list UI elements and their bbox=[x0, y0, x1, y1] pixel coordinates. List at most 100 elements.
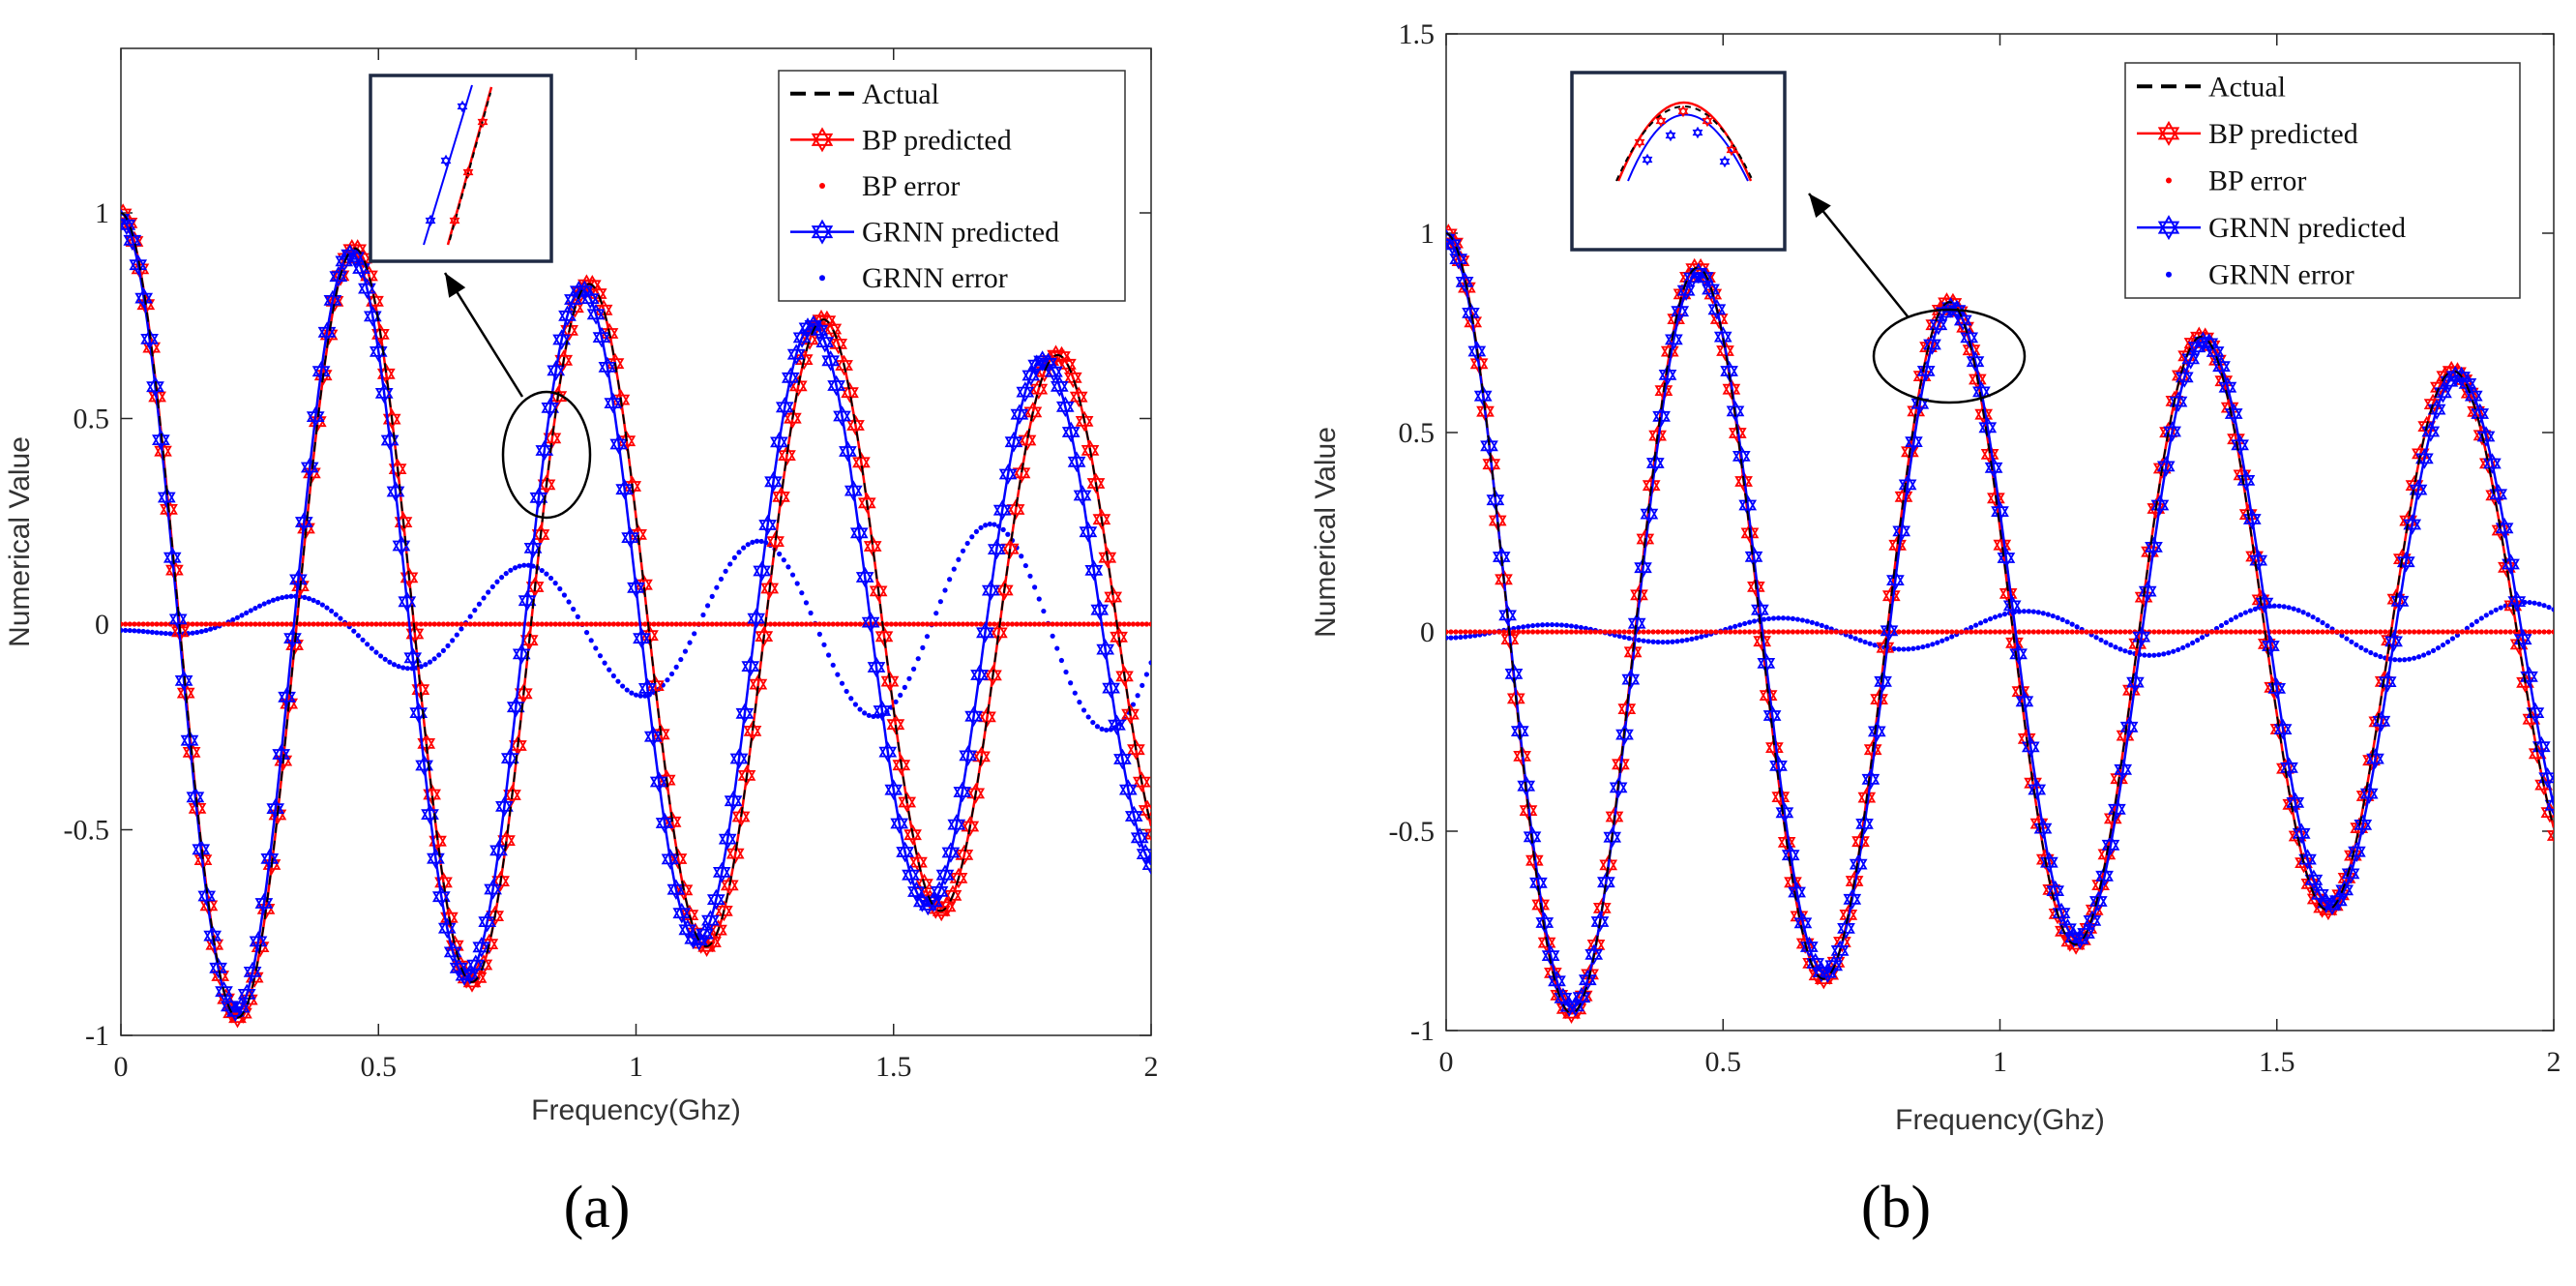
grnn-error-point bbox=[1085, 714, 1091, 720]
bp-error-point bbox=[1944, 629, 1950, 635]
grnn-error-point bbox=[942, 587, 948, 593]
grnn-error-point bbox=[2392, 657, 2398, 663]
bp-error-point bbox=[190, 621, 195, 627]
bp-error-point bbox=[2122, 629, 2128, 635]
grnn-error-point bbox=[1935, 640, 1940, 645]
grnn-error-point bbox=[1742, 620, 1748, 627]
bp-error-point bbox=[1901, 629, 1907, 635]
grnn-predicted-marker bbox=[747, 608, 766, 629]
bp-error-point bbox=[194, 621, 200, 627]
grnn-predicted-marker bbox=[231, 997, 251, 1018]
grnn-predicted-marker bbox=[2212, 355, 2231, 377]
bp-error-point bbox=[1679, 629, 1685, 635]
bp-error-point bbox=[2373, 629, 2379, 635]
bp-error-point bbox=[1549, 629, 1555, 635]
grnn-error-point bbox=[140, 628, 146, 635]
grnn-error-point bbox=[2402, 657, 2408, 663]
bp-error-point bbox=[718, 621, 725, 627]
grnn-error-point bbox=[785, 564, 791, 570]
grnn-error-point bbox=[2026, 609, 2031, 614]
grnn-predicted-marker bbox=[935, 864, 955, 885]
bp-error-point bbox=[2416, 629, 2422, 635]
bp-error-point bbox=[1492, 629, 1497, 635]
grnn-predicted-marker bbox=[2126, 672, 2145, 693]
bp-error-point bbox=[1032, 621, 1038, 627]
bp-error-point bbox=[2180, 629, 2186, 635]
inset-bp-marker bbox=[1634, 135, 1645, 149]
grnn-error-point bbox=[557, 585, 563, 592]
bp-error-point bbox=[1670, 629, 1675, 635]
grnn-predicted-marker bbox=[666, 879, 686, 900]
bp-error-point bbox=[450, 621, 456, 627]
grnn-error-point bbox=[1534, 622, 1541, 628]
grnn-predicted-marker bbox=[902, 864, 920, 885]
bp-error-point bbox=[2329, 629, 2335, 635]
bp-error-point bbox=[185, 621, 192, 627]
bp-error-point bbox=[2166, 629, 2172, 635]
bp-error-point bbox=[244, 621, 250, 627]
legend-bp-star-icon bbox=[2157, 120, 2180, 146]
grnn-predicted-marker bbox=[661, 849, 680, 870]
bp-error-point bbox=[987, 621, 992, 627]
inset-grnn-marker bbox=[1692, 126, 1703, 139]
bp-error-point bbox=[898, 621, 903, 627]
grnn-predicted-marker bbox=[878, 741, 898, 763]
bp-error-point bbox=[1027, 621, 1033, 627]
grnn-error-point bbox=[2291, 606, 2296, 612]
grnn-predicted-line bbox=[121, 218, 1151, 1013]
bp-error-point bbox=[1597, 629, 1603, 635]
grnn-error-point bbox=[2108, 642, 2114, 648]
inset-bp-marker bbox=[477, 115, 489, 129]
bp-error-point bbox=[1915, 629, 1921, 635]
grnn-predicted-marker bbox=[1898, 474, 1917, 495]
chart-panel-b: 0 0.5 1 1.5 2 -1 -0.5 0 0.5 1 1.5 Frequency(Ghz) Num… bbox=[1310, 18, 2561, 1241]
grnn-predicted-marker bbox=[649, 771, 668, 793]
bp-error-point bbox=[445, 621, 451, 627]
grnn-error-point bbox=[700, 612, 706, 618]
bp-error-point bbox=[221, 621, 227, 627]
grnn-predicted-marker bbox=[1874, 671, 1892, 693]
bp-error-point bbox=[673, 621, 679, 627]
grnn-error-point bbox=[1072, 690, 1078, 696]
grnn-error-point bbox=[665, 677, 670, 683]
bp-error-point bbox=[1446, 629, 1449, 635]
bp-error-point bbox=[2502, 629, 2508, 635]
grnn-predicted-marker bbox=[2329, 890, 2348, 912]
grnn-error-point bbox=[467, 613, 473, 619]
grnn-error-point bbox=[2030, 609, 2036, 614]
grnn-error-point bbox=[396, 664, 401, 670]
grnn-predicted-marker bbox=[718, 828, 737, 850]
bp-error-point bbox=[668, 621, 675, 627]
grnn-predicted-marker bbox=[786, 344, 806, 365]
grnn-error-point bbox=[839, 680, 845, 686]
bp-error-point bbox=[306, 621, 312, 627]
bp-error-point bbox=[1982, 629, 1989, 635]
grnn-predicted-marker bbox=[976, 622, 994, 643]
grnn-predicted-marker bbox=[1830, 940, 1850, 962]
grnn-error-point bbox=[1568, 623, 1575, 629]
grnn-error-point bbox=[521, 562, 527, 568]
grnn-error-point bbox=[852, 702, 858, 707]
grnn-error-point bbox=[1969, 624, 1974, 631]
grnn-predicted-marker bbox=[867, 656, 886, 678]
bp-error-point bbox=[2459, 629, 2466, 635]
bp-error-point bbox=[2171, 629, 2176, 635]
bp-error-point bbox=[2117, 629, 2123, 635]
grnn-error-point bbox=[351, 628, 357, 634]
bp-error-point bbox=[969, 621, 975, 627]
grnn-error-point bbox=[1925, 643, 1931, 648]
grnn-error-point bbox=[149, 629, 156, 635]
bp-error-point bbox=[947, 621, 953, 627]
grnn-error-point bbox=[190, 630, 195, 636]
arrow-head-icon bbox=[445, 273, 466, 298]
bp-error-point bbox=[2469, 629, 2474, 635]
grnn-error-point bbox=[1041, 608, 1047, 614]
grnn-predicted-marker bbox=[1916, 360, 1936, 382]
bp-error-point bbox=[1458, 629, 1464, 635]
grnn-error-point bbox=[718, 576, 725, 583]
grnn-error-point bbox=[835, 672, 841, 677]
bp-error-point bbox=[1694, 629, 1700, 635]
grnn-error-point bbox=[561, 592, 568, 598]
grnn-error-point bbox=[391, 662, 398, 668]
